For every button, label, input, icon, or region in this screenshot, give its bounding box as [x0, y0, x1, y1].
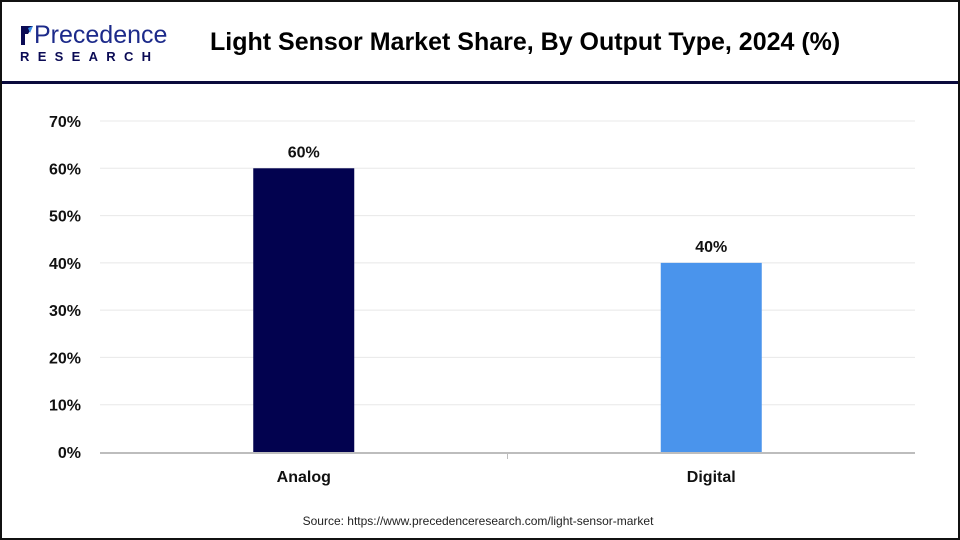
y-tick-label: 70% — [49, 114, 81, 131]
logo-subtext: RESEARCH — [20, 49, 160, 64]
y-tick-label: 50% — [49, 209, 81, 226]
y-tick-label: 0% — [58, 445, 81, 462]
bar-digital — [660, 262, 762, 452]
data-label: 60% — [288, 144, 320, 161]
chart-title: Light Sensor Market Share, By Output Typ… — [210, 28, 841, 56]
y-tick-label: 40% — [49, 256, 81, 273]
source-note: Source: https://www.precedenceresearch.c… — [302, 514, 654, 528]
header: Precedence RESEARCH Light Sensor Market … — [2, 2, 958, 84]
logo-text: Precedence — [34, 21, 168, 49]
x-tick-label: Digital — [687, 469, 736, 486]
bar-analog — [253, 168, 355, 453]
y-tick-label: 10% — [49, 398, 81, 415]
data-label: 40% — [695, 239, 727, 256]
logo: Precedence RESEARCH — [20, 22, 167, 64]
y-tick-label: 60% — [49, 161, 81, 178]
y-tick-label: 30% — [49, 303, 81, 320]
logo-leaf-icon — [21, 26, 33, 45]
logo-wordmark: Precedence — [20, 22, 167, 48]
y-tick-label: 20% — [49, 350, 81, 367]
x-tick-label: Analog — [277, 469, 331, 486]
